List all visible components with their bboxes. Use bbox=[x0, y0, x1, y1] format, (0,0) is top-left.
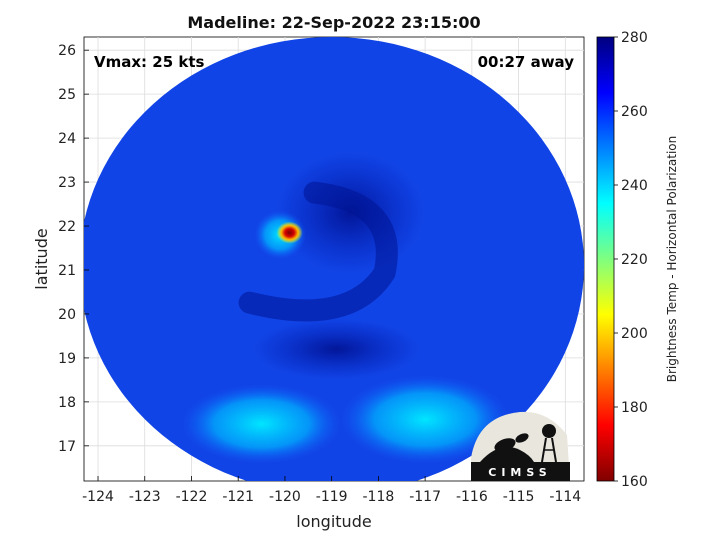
y-tick-label: 26 bbox=[58, 43, 76, 59]
cyan-southeast bbox=[341, 375, 510, 464]
y-tick-label: 17 bbox=[58, 439, 76, 455]
y-tick-label: 18 bbox=[58, 395, 76, 411]
colorbar-tick-label: 260 bbox=[621, 104, 648, 120]
colorbar-tick-label: 240 bbox=[621, 178, 648, 194]
y-tick-label: 25 bbox=[58, 87, 76, 103]
x-tick-label: -114 bbox=[549, 489, 581, 505]
x-axis: -124 -123 -122 -121 -120 -119 -118 -117 -116 -115… bbox=[82, 476, 581, 505]
x-tick-label: -115 bbox=[503, 489, 535, 505]
svg-text:CIMSS: CIMSS bbox=[488, 466, 551, 479]
colorbar-tick-label: 180 bbox=[621, 400, 648, 416]
x-tick-label: -120 bbox=[269, 489, 301, 505]
cimss-logo: CIMSS bbox=[471, 411, 570, 481]
x-tick-label: -119 bbox=[316, 489, 348, 505]
y-tick-label: 21 bbox=[58, 263, 76, 279]
x-tick-label: -116 bbox=[456, 489, 488, 505]
x-tick-label: -122 bbox=[176, 489, 208, 505]
colorbar-label: Brightness Temp - Horizontal Polarizatio… bbox=[665, 136, 679, 383]
y-tick-label: 19 bbox=[58, 351, 76, 367]
y-tick-label: 24 bbox=[58, 131, 76, 147]
colorbar-tick-label: 220 bbox=[621, 252, 648, 268]
x-tick-label: -121 bbox=[222, 489, 254, 505]
x-tick-label: -124 bbox=[82, 489, 114, 505]
center-warm-spot bbox=[276, 221, 303, 244]
chart-title: Madeline: 22-Sep-2022 23:15:00 bbox=[187, 13, 481, 32]
colorbar-tick-label: 160 bbox=[621, 474, 648, 490]
x-tick-label: -118 bbox=[363, 489, 395, 505]
dark-band-south bbox=[252, 318, 421, 380]
y-tick-label: 23 bbox=[58, 175, 76, 191]
colorbar-ticks: 160 180 200 220 240 260 280 bbox=[614, 30, 648, 490]
colorbar-tick-label: 280 bbox=[621, 30, 648, 46]
colorbar bbox=[596, 36, 615, 482]
x-tick-label: -117 bbox=[409, 489, 441, 505]
y-axis-label: latitude bbox=[32, 228, 51, 289]
spiral-band bbox=[238, 181, 398, 322]
time-offset-annotation: 00:27 away bbox=[477, 53, 574, 71]
cyan-southwest bbox=[182, 384, 342, 464]
x-tick-label: -123 bbox=[129, 489, 161, 505]
colorbar-tick-label: 200 bbox=[621, 326, 648, 342]
vmax-annotation: Vmax: 25 kts bbox=[94, 53, 205, 71]
x-axis-label: longitude bbox=[296, 512, 371, 531]
y-tick-label: 20 bbox=[58, 307, 76, 323]
y-tick-label: 22 bbox=[58, 219, 76, 235]
y-axis: 17 18 19 20 21 22 23 24 25 26 bbox=[58, 43, 89, 455]
